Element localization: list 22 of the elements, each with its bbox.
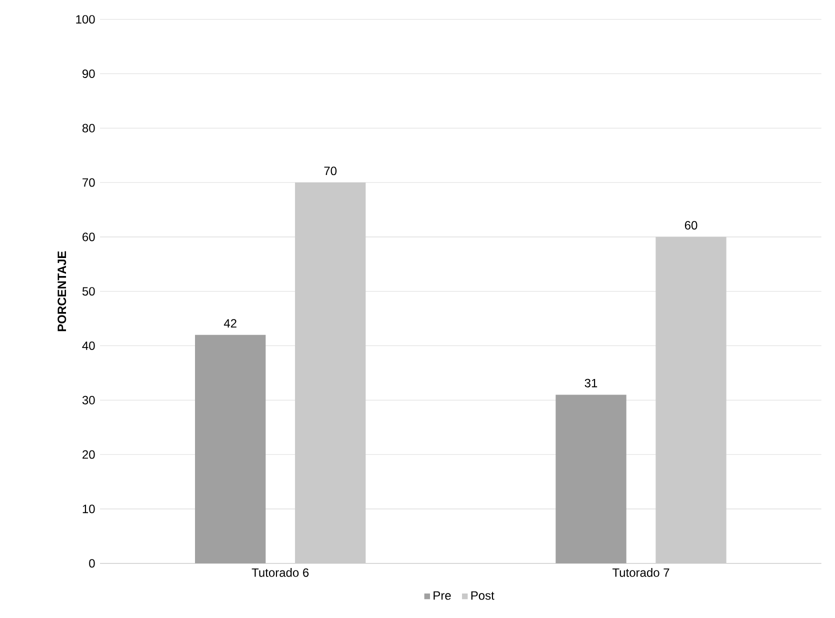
- y-tick-label: 90: [82, 69, 95, 78]
- y-tick-label: 40: [82, 341, 95, 350]
- y-tick-label: 30: [82, 396, 95, 404]
- data-label: 70: [324, 166, 337, 176]
- y-tick-label: 100: [76, 15, 95, 24]
- y-tick-label: 50: [82, 287, 95, 296]
- y-axis-title: PORCENTAJE: [58, 251, 66, 332]
- y-tick-label: 10: [82, 504, 95, 514]
- y-tick-label: 80: [82, 124, 95, 132]
- bar: [195, 334, 266, 564]
- y-tick-label: 20: [82, 450, 95, 459]
- y-tick-label: 60: [82, 232, 95, 242]
- y-tick-label: 0: [89, 559, 95, 568]
- data-label: 31: [584, 378, 598, 388]
- bar: [556, 394, 626, 564]
- data-label: 60: [684, 221, 698, 230]
- legend-label: Pre: [434, 591, 451, 600]
- legend-label: Post: [471, 591, 494, 600]
- x-tick-label: Tutorado 7: [612, 568, 670, 577]
- data-label: 42: [224, 319, 236, 328]
- x-tick-label: Tutorado 6: [252, 568, 309, 577]
- y-tick-label: 70: [82, 178, 95, 187]
